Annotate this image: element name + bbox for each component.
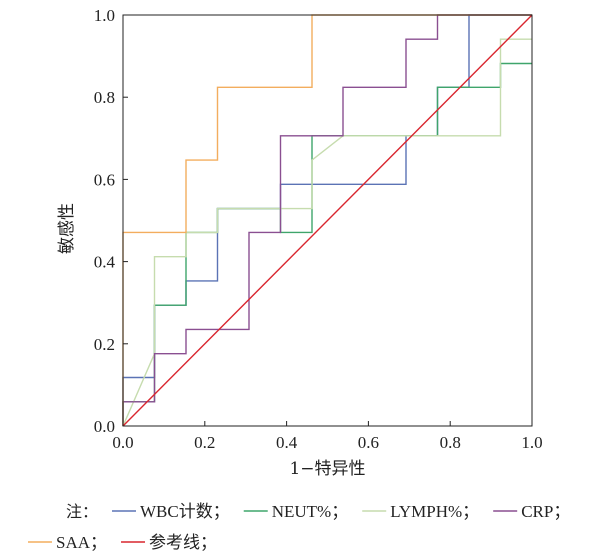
x-axis-title: 1−特异性 — [289, 459, 365, 479]
plot-frame — [122, 14, 533, 427]
x-tick-label: 0.4 — [276, 433, 298, 452]
legend: 注： WBC计数； NEUT%； LYMPH%； CRP； SAA； 参考线； — [28, 502, 570, 552]
legend-label: WBC计数； — [140, 502, 230, 521]
legend-label: CRP； — [521, 502, 570, 521]
series-line-3 — [122, 14, 532, 426]
y-tick-label: 0.0 — [94, 417, 115, 436]
x-tick-label: 1.0 — [521, 433, 542, 452]
legend-label: NEUT%； — [272, 502, 348, 521]
y-tick-label: 0.8 — [94, 88, 115, 107]
tick-layer: 0.0 0.2 0.4 0.6 0.8 1.0 0.0 0.2 0.4 0.6 0.8 1.0 — [94, 6, 543, 452]
y-tick-label: 0.2 — [94, 335, 115, 354]
x-tick-label: 0.2 — [194, 433, 215, 452]
series-line-1 — [122, 62, 532, 426]
series-line-4 — [122, 14, 532, 426]
y-tick-label: 0.4 — [94, 253, 116, 272]
legend-label: 参考线； — [149, 533, 217, 552]
series-layer — [122, 14, 533, 427]
y-tick-label: 0.6 — [94, 170, 115, 189]
x-tick-label: 0.8 — [440, 433, 461, 452]
legend-label: SAA； — [56, 533, 107, 552]
y-axis-title: 敏感性 — [57, 203, 77, 254]
x-tick-label: 0.0 — [112, 433, 133, 452]
series-line-2 — [122, 38, 532, 427]
legend-label: LYMPH%； — [390, 502, 479, 521]
series-line-5 — [122, 14, 533, 427]
x-tick-label: 0.6 — [358, 433, 379, 452]
y-tick-label: 1.0 — [94, 6, 115, 25]
legend-note-label: 注： — [66, 502, 98, 521]
